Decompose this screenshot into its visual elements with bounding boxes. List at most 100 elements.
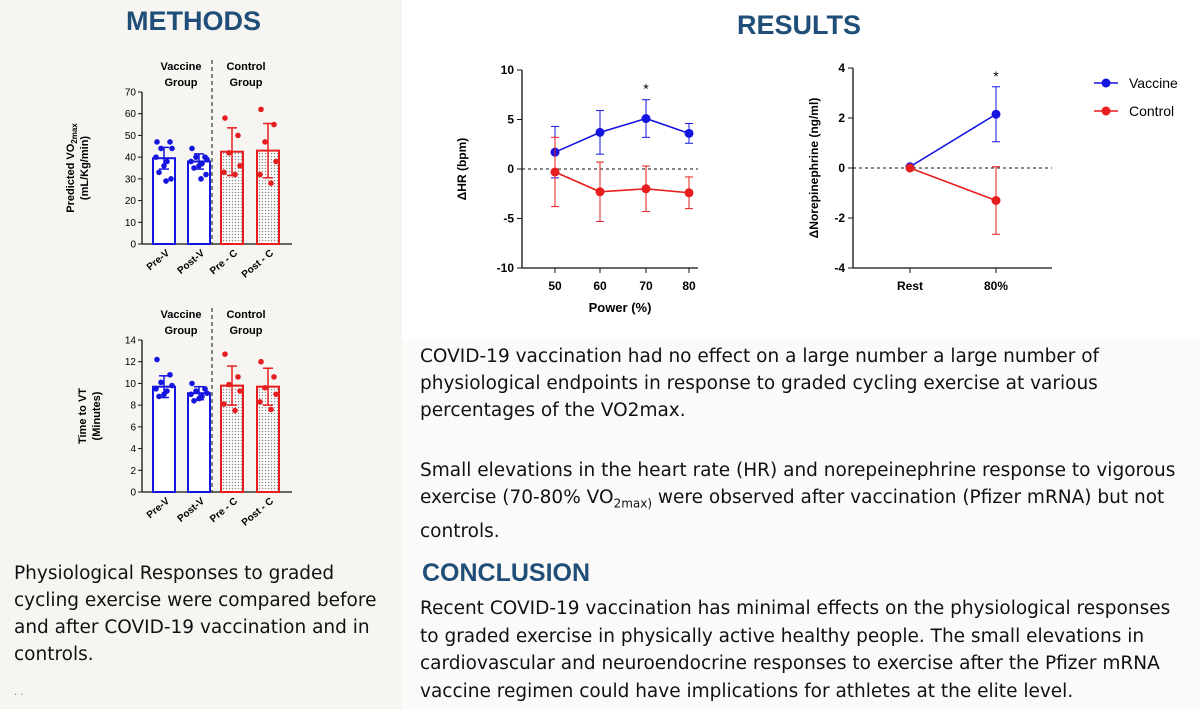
data-point bbox=[156, 169, 162, 176]
y-axis-units: (Minutes) bbox=[91, 391, 103, 440]
significance-marker: * bbox=[643, 81, 649, 97]
y-tick-label: 12 bbox=[125, 357, 137, 368]
group-label-vaccine: Vaccine bbox=[161, 309, 202, 321]
data-point bbox=[222, 115, 228, 121]
data-point bbox=[262, 139, 268, 145]
group-label-vaccine-2: Group bbox=[165, 325, 198, 337]
data-point bbox=[188, 391, 194, 398]
data-point bbox=[226, 150, 232, 156]
data-point bbox=[164, 158, 170, 165]
data-point bbox=[232, 407, 238, 414]
y-tick-label: 0 bbox=[130, 240, 136, 251]
data-point bbox=[191, 398, 197, 404]
time-to-vt-bar-chart: Time to VT (Minutes) 0 2 4 6 8 10 12 14 Vaccine Gro… bbox=[77, 308, 292, 529]
data-point bbox=[196, 163, 202, 169]
series-line bbox=[554, 171, 690, 194]
y-tick-label: 0 bbox=[130, 488, 136, 499]
data-point bbox=[232, 171, 238, 178]
methods-panel bbox=[0, 0, 402, 709]
data-point bbox=[221, 401, 227, 407]
x-tick-label: Post - C bbox=[240, 248, 276, 281]
data-point bbox=[595, 127, 605, 137]
data-point bbox=[550, 167, 560, 177]
data-point bbox=[196, 395, 202, 402]
data-point bbox=[153, 154, 159, 160]
y-axis-label: Time to VT bbox=[77, 388, 89, 444]
group-label-vaccine: Vaccine bbox=[161, 61, 202, 73]
y-axis-label: ΔHR (bpm) bbox=[455, 138, 469, 201]
data-point bbox=[991, 196, 1001, 205]
group-label-control: Control bbox=[226, 309, 265, 321]
data-point bbox=[235, 374, 241, 380]
data-point bbox=[167, 371, 173, 378]
results-paragraph-2-text-b: were observed after vaccination (Pfizer … bbox=[420, 487, 1165, 542]
y-axis-label: Predicted VO2max bbox=[65, 123, 79, 213]
y-tick-label: 4 bbox=[838, 61, 845, 75]
data-point bbox=[257, 171, 263, 178]
data-point bbox=[271, 374, 277, 380]
y-tick-label: 2 bbox=[838, 111, 845, 125]
data-point bbox=[203, 171, 209, 178]
data-point bbox=[268, 180, 274, 186]
data-point bbox=[641, 184, 651, 194]
y-tick-label: -5 bbox=[503, 212, 514, 226]
data-point bbox=[198, 176, 204, 182]
legend-label: Control bbox=[1129, 103, 1174, 119]
y-tick-label: 20 bbox=[125, 196, 137, 207]
y-tick-label: -2 bbox=[834, 211, 845, 225]
y-tick-label: 10 bbox=[125, 218, 137, 229]
data-point bbox=[262, 384, 268, 391]
group-label-control-2: Group bbox=[230, 325, 263, 337]
data-point bbox=[204, 156, 210, 163]
data-point bbox=[191, 165, 197, 171]
data-point bbox=[258, 106, 264, 113]
y-tick-label: 10 bbox=[501, 63, 515, 77]
y-tick-label: 14 bbox=[125, 336, 137, 347]
series-line bbox=[909, 113, 997, 168]
group-label-control: Control bbox=[226, 61, 265, 73]
y-tick-label: -10 bbox=[497, 261, 515, 275]
x-tick-label: Pre - C bbox=[208, 248, 240, 277]
y-axis-label-subscript: 2max bbox=[70, 123, 79, 144]
data-point bbox=[202, 386, 208, 392]
conclusion-title: CONCLUSION bbox=[422, 559, 591, 587]
results-paragraph-2: Small elevations in the heart rate (HR) … bbox=[420, 457, 1200, 545]
y-tick-label: 6 bbox=[130, 422, 136, 433]
data-point bbox=[193, 388, 199, 394]
x-tick-label: Post-V bbox=[176, 248, 208, 277]
data-point bbox=[169, 382, 175, 389]
data-point bbox=[204, 390, 210, 396]
vo2max-bar-chart: Predicted VO2max(mL/Kg/min) 0 10 20 30 40 50 60… bbox=[65, 60, 292, 281]
data-point bbox=[161, 163, 167, 169]
results-paragraph-2-subscript: 2max) bbox=[613, 496, 653, 511]
data-point bbox=[226, 381, 232, 388]
data-point bbox=[163, 178, 169, 184]
methods-footnote: · · bbox=[14, 690, 24, 701]
data-point bbox=[169, 145, 175, 152]
legend-marker bbox=[1101, 106, 1111, 116]
y-tick-label: 60 bbox=[125, 109, 137, 120]
y-tick-label: 5 bbox=[507, 113, 514, 127]
heart-rate-line-chart: ΔHR (bpm) -10 -5 0 5 10 50 60 70 80 Power (%) * bbox=[455, 63, 698, 315]
results-paragraph-2-text-a: Small elevations in the heart rate (HR) … bbox=[420, 460, 1176, 508]
x-tick-label: 70 bbox=[639, 279, 653, 293]
data-point bbox=[158, 379, 164, 386]
legend-label: Vaccine bbox=[1129, 75, 1178, 91]
data-point bbox=[641, 114, 651, 124]
data-point bbox=[237, 388, 243, 394]
y-axis-units: (mL/Kg/min) bbox=[79, 136, 91, 200]
data-point bbox=[268, 406, 274, 413]
y-tick-label: 10 bbox=[125, 379, 137, 390]
y-tick-label: 0 bbox=[838, 161, 845, 175]
y-axis-label-main: Time to VT bbox=[77, 388, 89, 444]
x-tick-label: Pre-V bbox=[145, 248, 172, 273]
y-tick-label: 30 bbox=[125, 174, 137, 185]
data-point bbox=[193, 154, 199, 160]
data-point bbox=[188, 158, 194, 165]
data-point bbox=[156, 393, 162, 400]
conclusion-text: Recent COVID-19 vaccination has minimal … bbox=[420, 598, 1171, 702]
x-tick-label: 60 bbox=[593, 279, 607, 293]
x-tick-label: 50 bbox=[548, 279, 562, 293]
y-tick-label: 8 bbox=[130, 401, 136, 412]
methods-description: Physiological Responses to graded cyclin… bbox=[14, 563, 377, 665]
